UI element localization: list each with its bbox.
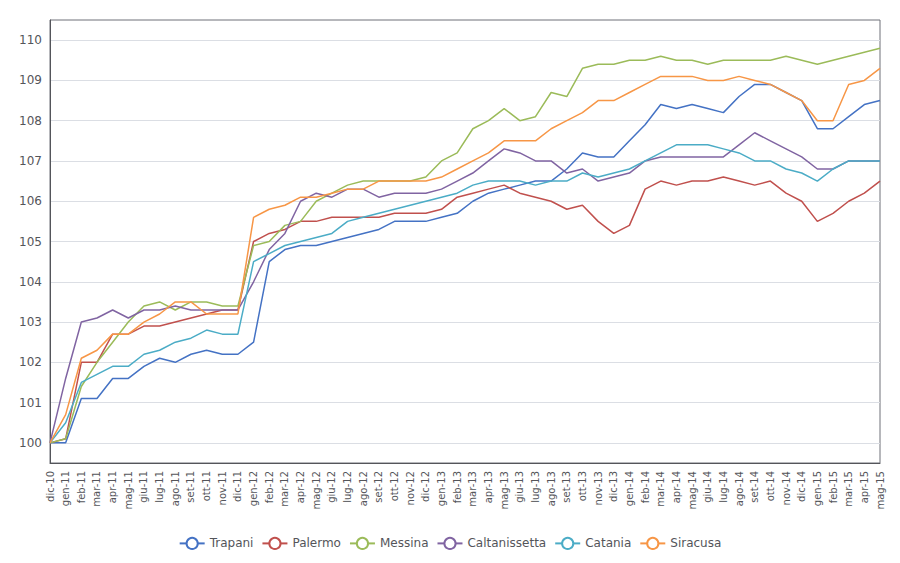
- svg-text:dic-10: dic-10: [45, 471, 56, 502]
- svg-text:mar-12: mar-12: [279, 471, 290, 507]
- svg-text:mag-12: mag-12: [311, 471, 322, 510]
- svg-text:100: 100: [19, 436, 42, 450]
- svg-text:feb-13: feb-13: [452, 471, 463, 503]
- svg-text:apr-14: apr-14: [671, 471, 682, 503]
- svg-text:feb-14: feb-14: [640, 471, 651, 503]
- svg-text:108: 108: [19, 114, 42, 128]
- svg-text:dic-12: dic-12: [420, 471, 431, 502]
- svg-text:106: 106: [19, 194, 42, 208]
- svg-text:lug-14: lug-14: [718, 471, 729, 503]
- svg-text:ago-13: ago-13: [546, 471, 557, 506]
- svg-text:mar-15: mar-15: [843, 471, 854, 507]
- svg-text:gen-14: gen-14: [624, 471, 635, 506]
- svg-text:ott-14: ott-14: [765, 471, 776, 501]
- svg-text:lug-13: lug-13: [530, 471, 541, 503]
- svg-text:mar-11: mar-11: [91, 471, 102, 507]
- svg-text:feb-11: feb-11: [76, 471, 87, 503]
- svg-text:apr-11: apr-11: [107, 471, 118, 503]
- svg-text:lug-12: lug-12: [342, 471, 353, 503]
- svg-text:mag-14: mag-14: [687, 471, 698, 510]
- svg-text:giu-13: giu-13: [514, 471, 525, 503]
- svg-text:set-12: set-12: [373, 471, 384, 503]
- svg-text:dic-13: dic-13: [608, 471, 619, 502]
- svg-text:apr-15: apr-15: [859, 471, 870, 503]
- svg-text:set-11: set-11: [185, 471, 196, 503]
- svg-text:gen-12: gen-12: [248, 471, 259, 506]
- svg-text:105: 105: [19, 235, 42, 249]
- svg-text:nov-13: nov-13: [593, 471, 604, 505]
- svg-text:102: 102: [19, 355, 42, 369]
- svg-text:giu-12: giu-12: [326, 471, 337, 503]
- svg-text:mag-11: mag-11: [123, 471, 134, 510]
- svg-text:gen-11: gen-11: [60, 471, 71, 506]
- svg-text:gen-15: gen-15: [812, 471, 823, 506]
- svg-text:nov-14: nov-14: [781, 471, 792, 505]
- svg-text:109: 109: [19, 73, 42, 87]
- svg-text:mag-13: mag-13: [499, 471, 510, 510]
- svg-text:Trapani: Trapani: [209, 536, 254, 550]
- svg-text:apr-12: apr-12: [295, 471, 306, 503]
- svg-text:110: 110: [19, 33, 42, 47]
- svg-text:nov-11: nov-11: [217, 471, 228, 505]
- svg-text:ago-14: ago-14: [734, 471, 745, 506]
- svg-text:ott-13: ott-13: [577, 471, 588, 501]
- svg-text:feb-15: feb-15: [828, 471, 839, 503]
- svg-text:ott-12: ott-12: [389, 471, 400, 501]
- svg-text:giu-14: giu-14: [702, 471, 713, 503]
- svg-text:feb-12: feb-12: [264, 471, 275, 503]
- svg-text:mar-14: mar-14: [655, 471, 666, 507]
- svg-text:mar-13: mar-13: [467, 471, 478, 507]
- svg-text:giu-11: giu-11: [138, 471, 149, 503]
- svg-text:Messina: Messina: [380, 536, 429, 550]
- svg-text:Palermo: Palermo: [292, 536, 341, 550]
- svg-text:lug-11: lug-11: [154, 471, 165, 503]
- svg-text:set-14: set-14: [749, 471, 760, 503]
- svg-text:ago-12: ago-12: [358, 471, 369, 506]
- svg-text:107: 107: [19, 154, 42, 168]
- svg-text:nov-12: nov-12: [405, 471, 416, 505]
- svg-text:ago-11: ago-11: [170, 471, 181, 506]
- svg-text:apr-13: apr-13: [483, 471, 494, 503]
- svg-text:104: 104: [19, 275, 42, 289]
- svg-text:101: 101: [19, 396, 42, 410]
- svg-text:Siracusa: Siracusa: [670, 536, 721, 550]
- svg-text:dic-11: dic-11: [232, 471, 243, 502]
- svg-text:103: 103: [19, 315, 42, 329]
- svg-text:ott-11: ott-11: [201, 471, 212, 501]
- svg-text:dic-14: dic-14: [796, 471, 807, 502]
- svg-text:Catania: Catania: [585, 536, 631, 550]
- svg-text:gen-13: gen-13: [436, 471, 447, 506]
- svg-text:set-13: set-13: [561, 471, 572, 503]
- svg-text:Caltanissetta: Caltanissetta: [467, 536, 546, 550]
- svg-text:mag-15: mag-15: [875, 471, 886, 510]
